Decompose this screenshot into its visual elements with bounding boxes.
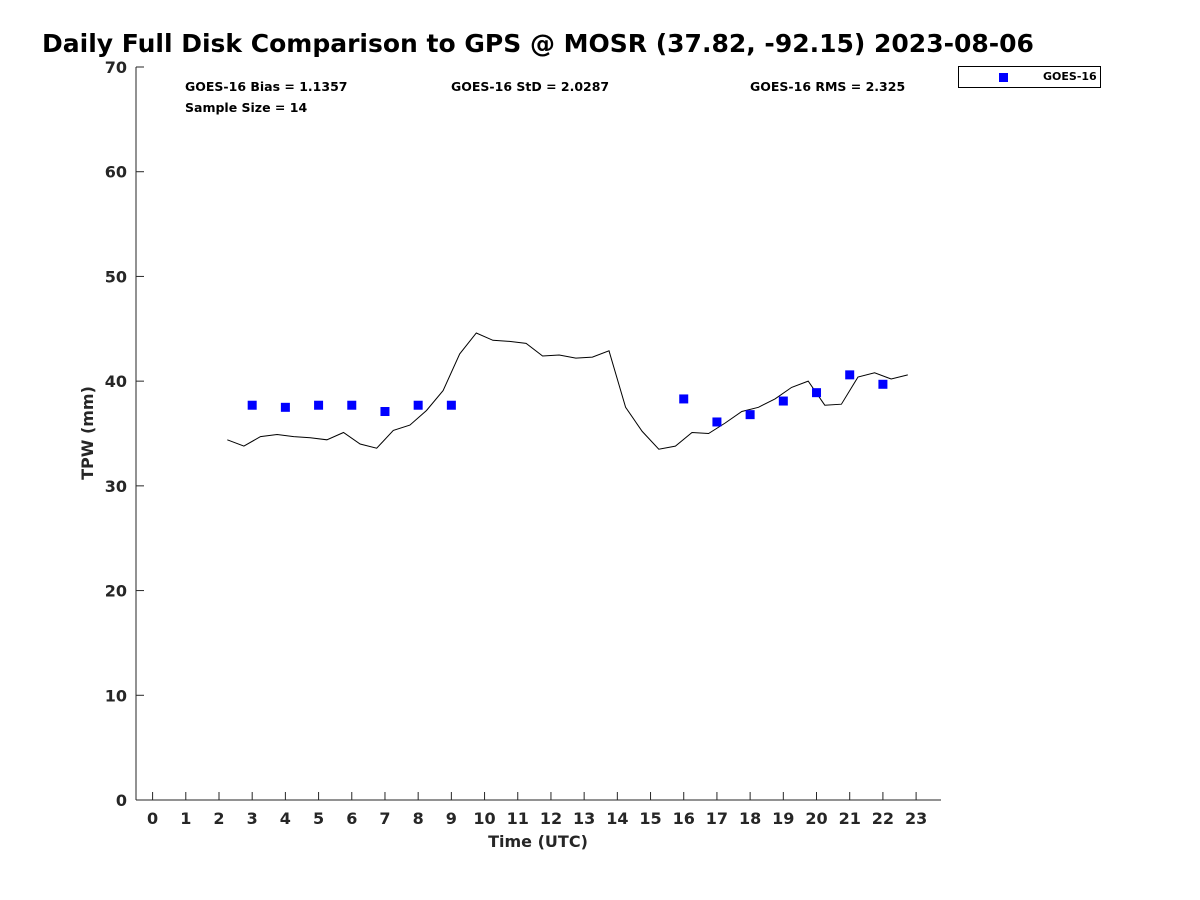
x-axis-ticks: 0 1 2 3 4 5 6 7 8 9 10 11 12 13 14 15 16 17 18 19 20 21 22 23: [147, 792, 927, 828]
rms-stat: GOES-16 RMS = 2.325: [750, 79, 906, 94]
x-tick-label: 11: [507, 809, 529, 828]
legend: GOES-16: [958, 66, 1101, 88]
y-tick-label: 0: [116, 791, 127, 810]
y-tick-label: 20: [105, 582, 127, 601]
goes16-point: [812, 388, 822, 398]
x-tick-label: 15: [639, 809, 661, 828]
x-tick-label: 12: [540, 809, 562, 828]
goes16-point: [845, 370, 855, 380]
x-tick-label: 18: [739, 809, 761, 828]
x-tick-label: 13: [573, 809, 595, 828]
y-axis-ticks: 0 10 20 30 40 50 60 70: [105, 58, 144, 810]
goes16-point: [778, 396, 788, 406]
x-tick-label: 6: [346, 809, 357, 828]
x-tick-label: 14: [606, 809, 628, 828]
goes16-point: [280, 402, 290, 412]
std-stat: GOES-16 StD = 2.0287: [451, 79, 610, 94]
chart-title: Daily Full Disk Comparison to GPS @ MOSR…: [42, 29, 1034, 58]
x-tick-label: 1: [180, 809, 191, 828]
x-tick-label: 21: [839, 809, 861, 828]
goes16-points: [247, 370, 888, 427]
y-tick-label: 50: [105, 267, 127, 286]
x-tick-label: 10: [473, 809, 495, 828]
sample-size-stat: Sample Size = 14: [185, 100, 308, 115]
x-tick-label: 0: [147, 809, 158, 828]
y-axis-label: TPW (mm): [78, 386, 97, 480]
axes: [135, 67, 941, 801]
goes16-point: [446, 400, 456, 410]
goes16-point: [413, 400, 423, 410]
goes16-point: [878, 379, 888, 389]
x-tick-label: 5: [313, 809, 324, 828]
legend-marker: [999, 73, 1008, 82]
goes16-point: [314, 400, 324, 410]
x-tick-label: 20: [805, 809, 827, 828]
goes16-point: [347, 400, 357, 410]
legend-label: GOES-16: [1043, 70, 1097, 83]
x-tick-label: 7: [379, 809, 390, 828]
goes16-point: [679, 394, 689, 404]
gps-tpw-line: [227, 332, 908, 450]
y-tick-label: 10: [105, 686, 127, 705]
y-tick-label: 40: [105, 372, 127, 391]
x-axis-label: Time (UTC): [488, 832, 588, 851]
x-tick-label: 4: [280, 809, 291, 828]
x-tick-label: 16: [673, 809, 695, 828]
goes16-point: [380, 407, 390, 417]
x-tick-label: 17: [706, 809, 728, 828]
x-tick-label: 3: [247, 809, 258, 828]
goes16-point: [247, 400, 257, 410]
x-tick-label: 23: [905, 809, 927, 828]
gps-line: [227, 332, 908, 450]
x-tick-label: 22: [872, 809, 894, 828]
x-tick-label: 2: [213, 809, 224, 828]
bias-stat: GOES-16 Bias = 1.1357: [185, 79, 348, 94]
goes16-point: [712, 417, 722, 427]
x-tick-label: 19: [772, 809, 794, 828]
x-tick-label: 9: [446, 809, 457, 828]
y-tick-label: 70: [105, 58, 127, 77]
goes16-point: [745, 410, 755, 420]
y-tick-label: 60: [105, 163, 127, 182]
y-tick-label: 30: [105, 477, 127, 496]
x-tick-label: 8: [413, 809, 424, 828]
